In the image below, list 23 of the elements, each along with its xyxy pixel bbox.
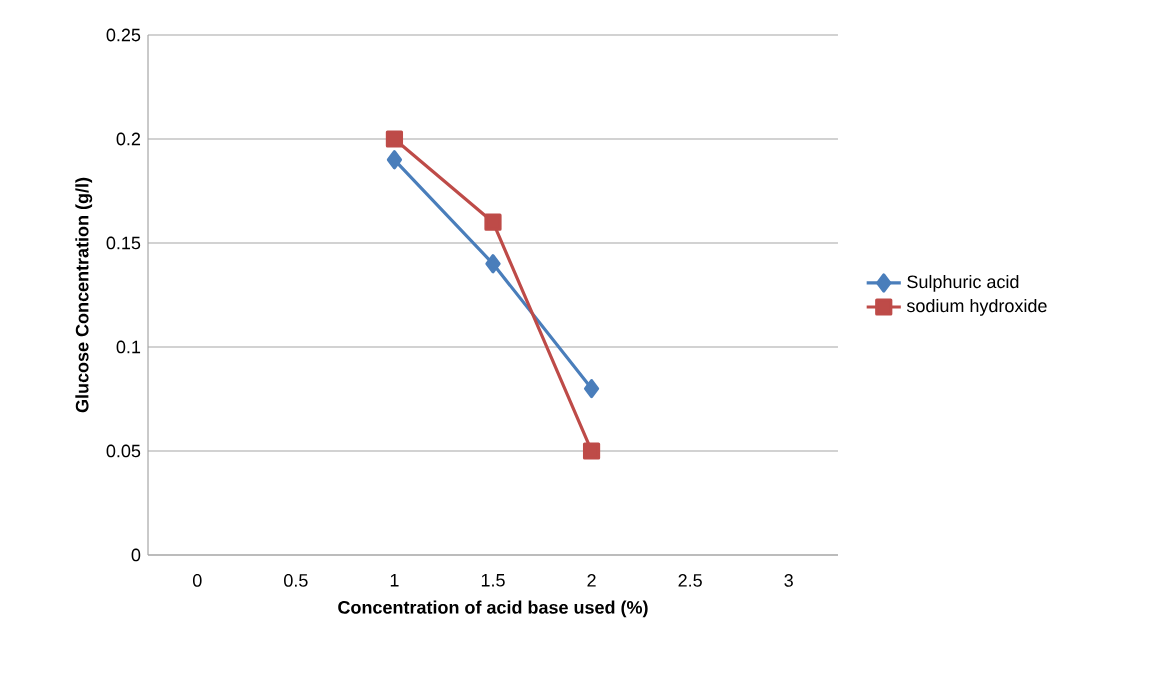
point <box>485 254 501 274</box>
y-tick-label: 0.1 <box>116 340 141 354</box>
x-tick-label: 1 <box>390 574 399 587</box>
y-tick-label: 0.05 <box>106 444 141 458</box>
x-tick-label: 2.5 <box>678 574 702 587</box>
x-tick-label: 3 <box>784 574 793 587</box>
point <box>484 213 502 231</box>
x-tick-label: 0.5 <box>284 574 308 587</box>
y-tick-label: 0.15 <box>106 236 141 250</box>
y-tick-label: 0 <box>131 548 141 562</box>
point <box>385 130 404 148</box>
point <box>386 150 403 170</box>
y-tick-label: 0.25 <box>106 28 141 42</box>
x-tick-label: 2 <box>587 574 596 587</box>
x-axis-title: Concentration of acid base used (%) <box>338 600 648 618</box>
y-tick-label: 0.2 <box>116 132 141 146</box>
x-tick-label: 0 <box>192 574 202 587</box>
point <box>582 442 601 460</box>
y-axis-title: Glucose Concentration (g/l) <box>75 177 93 413</box>
legend-label: sodium hydroxide <box>906 298 1047 316</box>
point <box>583 378 600 399</box>
x-tick-label: 1.5 <box>481 574 505 587</box>
legend-label: Sulphuric acid <box>907 274 1019 292</box>
